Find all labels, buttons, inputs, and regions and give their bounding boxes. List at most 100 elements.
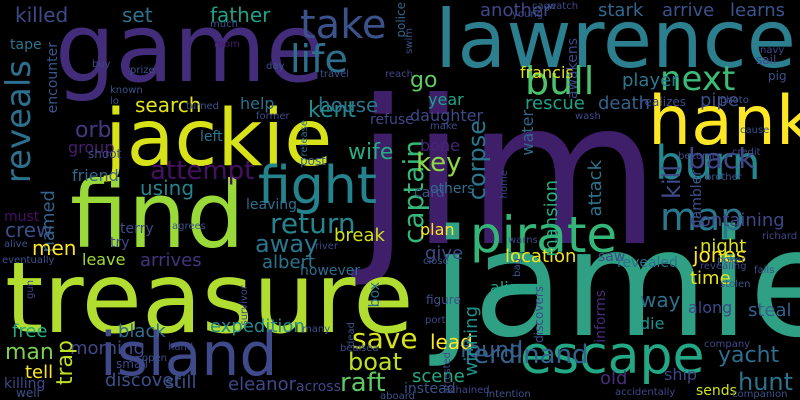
word-kill: kill: [658, 165, 686, 199]
word-poker: poker: [717, 255, 746, 266]
word-go: go: [410, 68, 438, 93]
word-aboard: aboard: [380, 391, 416, 400]
word-plan: plan: [420, 220, 455, 239]
word-young: young: [512, 9, 544, 20]
word-hand: hand: [168, 342, 194, 353]
word-time: time: [690, 268, 731, 289]
word-gambler: gambler: [689, 170, 705, 229]
word-bull: bull: [525, 59, 595, 103]
word-killing: killing: [4, 376, 46, 392]
word-much: much: [210, 19, 238, 30]
word-burn: burn: [655, 136, 761, 190]
word-well: well: [16, 386, 40, 400]
word-crew: crew: [5, 218, 53, 242]
word-terry: terry: [120, 221, 154, 237]
word-warns: warns: [508, 235, 538, 246]
word-francis: francis: [520, 63, 574, 82]
word-become: become: [678, 151, 719, 162]
word-arrested: arrested: [442, 352, 453, 394]
word-attack: attack: [585, 160, 606, 217]
word-cage: cage: [532, 1, 557, 12]
word-accidentally: accidentally: [615, 387, 676, 398]
word-card: card: [414, 185, 445, 201]
word-fight: fight: [258, 156, 378, 216]
word-winning: winning: [461, 306, 482, 377]
word-escape: escape: [520, 326, 705, 386]
word-life: life: [290, 37, 348, 81]
word-bear: bear: [340, 343, 363, 354]
word-across: across: [296, 379, 341, 395]
word-wash: wash: [575, 111, 601, 122]
word-small: small: [116, 357, 148, 371]
word-black: black: [118, 321, 166, 342]
word-however: however: [300, 263, 361, 279]
word-realizes: realizes: [640, 95, 687, 109]
word-house: house: [318, 93, 379, 117]
word-swim: swim: [404, 28, 415, 54]
word-figure: figure: [426, 293, 461, 307]
word-set: set: [122, 3, 153, 27]
word-father: father: [210, 3, 271, 27]
word-learns: learns: [730, 0, 785, 21]
word-man: man: [5, 340, 54, 365]
word-give: give: [425, 243, 464, 264]
word-sea: sea: [361, 343, 379, 354]
word-island: island: [100, 320, 278, 390]
word-game: game: [55, 0, 325, 104]
word-known: known: [110, 85, 143, 96]
word-sail: sail: [756, 53, 777, 67]
word-shoot: shoot: [88, 147, 122, 161]
word-daughter: daughter: [410, 106, 484, 125]
word-make: make: [430, 121, 458, 132]
word-prize: prize: [130, 65, 155, 76]
word-pirate: pirate: [470, 206, 618, 264]
word-using: using: [140, 176, 195, 200]
word-refuse: refuse: [370, 112, 414, 128]
word-brother: brother: [705, 172, 742, 183]
word-jones: jones: [693, 243, 747, 267]
word-yacht: yacht: [718, 343, 780, 368]
word-back: back: [688, 142, 755, 175]
word-map: map: [660, 195, 745, 239]
word-albert: albert: [262, 252, 315, 273]
word-die: die: [640, 314, 665, 333]
word-company: company: [704, 339, 751, 350]
word-take: take: [300, 2, 387, 48]
word-bag: bag: [512, 258, 523, 277]
word-instead: instead: [404, 381, 456, 397]
word-break: break: [334, 225, 385, 246]
word-box: box: [367, 282, 383, 308]
word-pig: pig: [768, 69, 787, 83]
word-hank: hank: [648, 82, 800, 161]
word-revealing: revealing: [700, 261, 747, 272]
word-group: group: [68, 138, 115, 157]
word-tell: tell: [25, 362, 54, 383]
word-lawrence: lawrence: [435, 0, 796, 86]
word-river: river: [315, 241, 339, 252]
word-free: free: [12, 321, 48, 342]
word-hunt: hunt: [738, 368, 794, 396]
word-left: left: [200, 129, 223, 145]
word-intention: intention: [486, 389, 531, 400]
word-survivor: survivor: [239, 285, 250, 326]
word-men: men: [32, 236, 77, 260]
word-former: former: [256, 111, 290, 122]
word-old: old: [600, 368, 628, 389]
word-open: open: [142, 353, 167, 364]
word-killed: killed: [15, 3, 69, 27]
word-tape: tape: [10, 37, 42, 53]
word-encounter: encounter: [45, 42, 61, 114]
word-stark: stark: [598, 0, 644, 21]
word-ferdinand: ferdinand: [464, 340, 589, 370]
word-another: another: [480, 0, 551, 21]
word-jackie: jackie: [105, 94, 333, 184]
word-informs: informs: [593, 290, 609, 343]
word-rescue: rescue: [525, 93, 585, 114]
word-key: key: [416, 148, 462, 178]
word-discovers: discovers: [532, 286, 546, 343]
word-must: must: [4, 209, 40, 225]
word-port: port: [425, 315, 446, 326]
word-many: many: [302, 324, 331, 335]
word-containing: containing: [690, 210, 785, 231]
